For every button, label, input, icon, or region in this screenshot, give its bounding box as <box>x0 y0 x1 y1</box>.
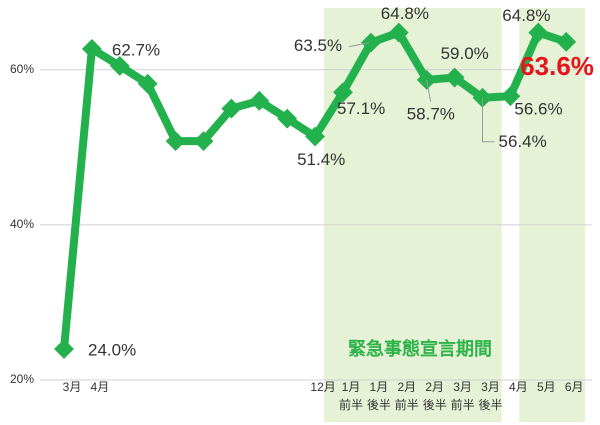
y-tick-label: 60% <box>10 62 34 76</box>
point <box>82 38 102 59</box>
x-tick-label: 1月 <box>370 380 389 394</box>
value-label: 59.0% <box>441 44 489 63</box>
value-label: 56.4% <box>499 132 547 151</box>
x-tick-label: 6月 <box>565 380 584 394</box>
point <box>221 98 242 119</box>
value-label: 62.7% <box>112 40 160 59</box>
point <box>333 82 353 103</box>
x-tick-sublabel: 前半 <box>395 397 419 412</box>
x-tick-label: 3月 <box>63 380 82 394</box>
x-tick-sublabel: 前半 <box>339 397 363 412</box>
value-label: 63.6% <box>520 51 594 81</box>
point <box>305 126 325 147</box>
point <box>54 339 74 359</box>
x-tick-label: 2月 <box>397 380 416 394</box>
x-tick-label: 5月 <box>537 380 556 394</box>
x-tick-label: 3月 <box>453 380 472 394</box>
x-tick-sublabel: 前半 <box>451 397 475 412</box>
value-label: 63.5% <box>294 36 342 55</box>
y-tick-label: 20% <box>10 372 34 386</box>
value-label: 64.8% <box>381 4 429 23</box>
point <box>109 56 130 76</box>
value-label: 51.4% <box>297 150 345 169</box>
shaded-label: 緊急事態宣言期間 <box>348 338 492 359</box>
x-tick-label: 4月 <box>91 380 110 394</box>
x-tick-sublabel: 後半 <box>423 398 447 412</box>
point <box>277 108 298 129</box>
x-tick-label: 4月 <box>509 380 528 394</box>
point <box>361 32 381 53</box>
value-label: 57.1% <box>337 99 385 118</box>
value-label: 56.6% <box>514 100 562 119</box>
x-tick-label: 3月 <box>481 380 500 394</box>
point <box>165 131 186 152</box>
value-label: 24.0% <box>88 340 136 359</box>
leader-line <box>482 97 495 143</box>
point <box>193 131 214 152</box>
x-tick-label: 2月 <box>425 380 444 394</box>
x-tick-label: 12月 <box>310 380 335 394</box>
point <box>500 86 521 107</box>
value-label: 64.8% <box>502 6 550 25</box>
x-tick-sublabel: 後半 <box>367 398 391 412</box>
x-tick-label: 1月 <box>342 380 361 394</box>
x-tick-sublabel: 後半 <box>478 398 502 412</box>
shaded-period <box>519 8 586 422</box>
leader-line <box>426 79 432 102</box>
point <box>388 22 409 43</box>
y-tick-label: 40% <box>10 217 34 231</box>
point <box>444 67 465 88</box>
point <box>137 73 158 94</box>
value-label: 58.7% <box>407 104 455 123</box>
leader-line <box>348 42 369 48</box>
